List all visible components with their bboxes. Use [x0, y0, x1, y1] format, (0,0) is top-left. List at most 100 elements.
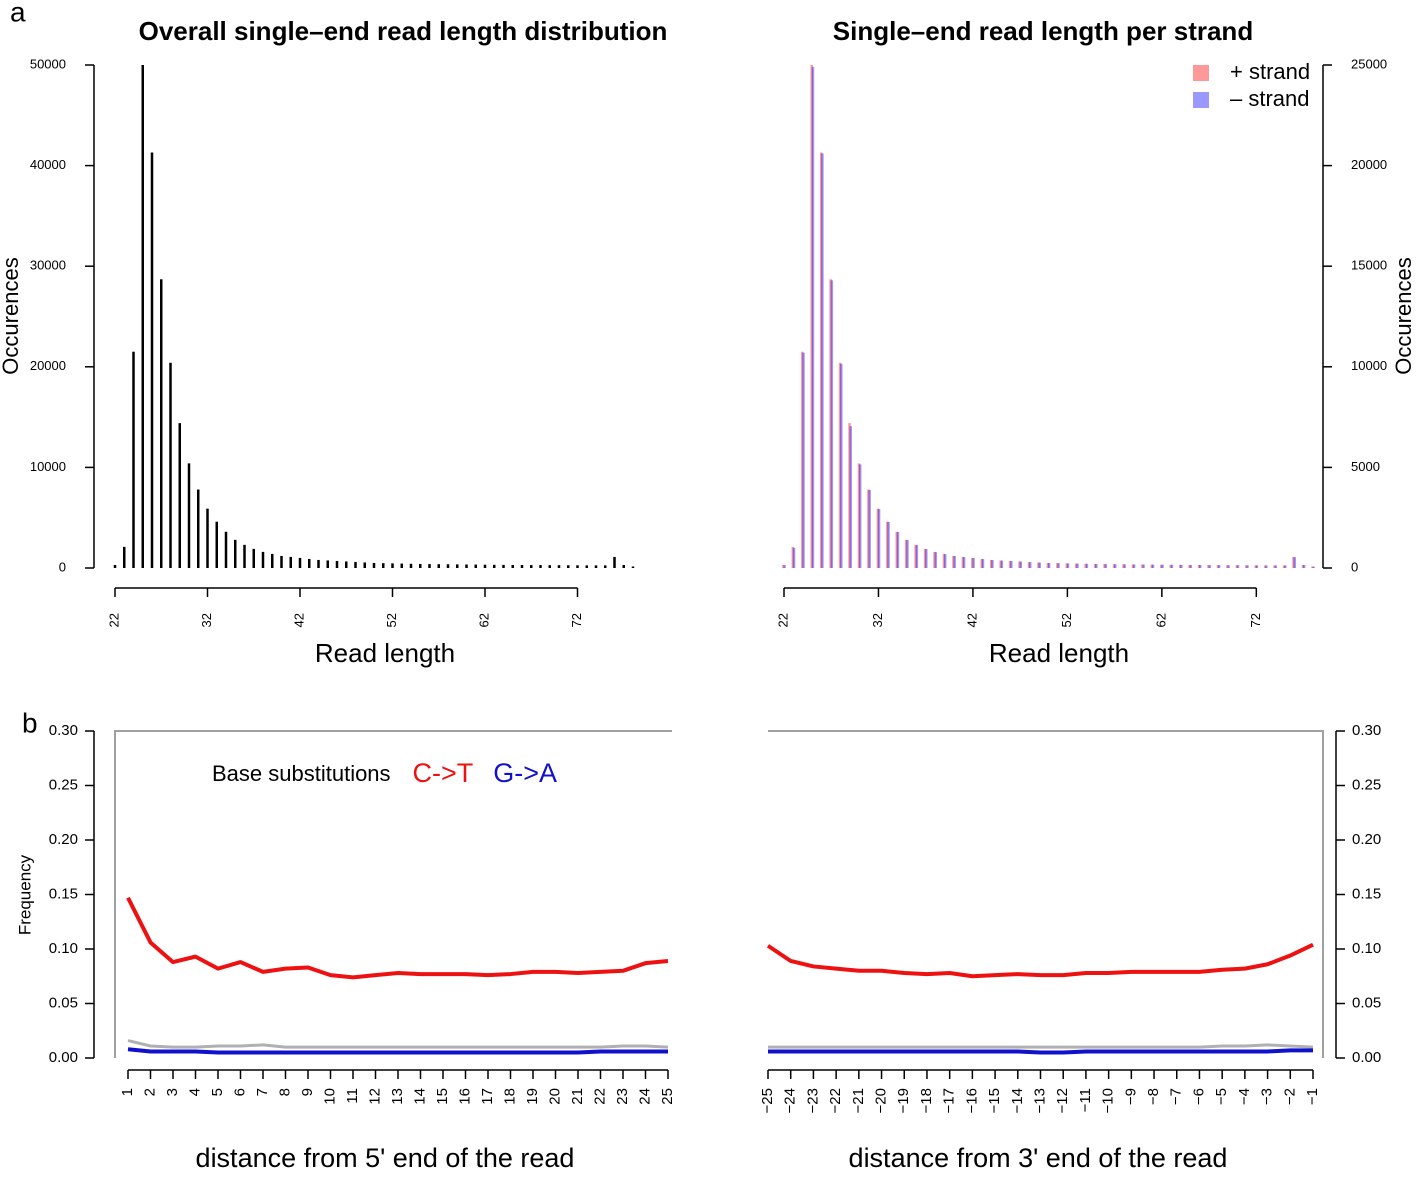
bar: [1246, 565, 1249, 568]
bar: [829, 279, 832, 568]
bar: [802, 352, 805, 568]
bar: [539, 565, 542, 568]
x-tick-label: 20: [546, 1088, 563, 1105]
bar: [197, 489, 200, 568]
bar: [1302, 565, 1306, 568]
bar: [1076, 563, 1079, 568]
bar: [1170, 564, 1174, 568]
bar: [206, 508, 209, 568]
legend-swatch: [1193, 92, 1209, 108]
bar: [895, 531, 899, 568]
y-tick-label: 0.10: [49, 940, 78, 957]
bar: [1112, 564, 1116, 568]
bar: [925, 549, 928, 568]
bar: [1046, 562, 1050, 568]
y-tick-label: 0.20: [1352, 831, 1381, 848]
x-tick-label: 16: [456, 1088, 473, 1105]
bar: [271, 553, 274, 568]
bar: [896, 531, 900, 568]
bar: [1197, 564, 1201, 568]
bar: [1245, 565, 1248, 568]
line: [768, 1048, 1313, 1055]
bar: [849, 426, 852, 568]
y-tick-label: 0.15: [1352, 885, 1381, 902]
bar: [1312, 566, 1315, 568]
bar: [437, 564, 440, 568]
bar: [1010, 561, 1013, 568]
y-axis-label: Frequency: [15, 854, 34, 935]
bar: [187, 463, 191, 568]
x-tick-label: 32: [870, 613, 885, 627]
bar: [1293, 557, 1296, 568]
bar: [372, 562, 376, 568]
bar: [317, 559, 320, 568]
bar: [335, 560, 339, 568]
bar: [354, 561, 357, 568]
bar: [1263, 565, 1267, 568]
x-tick-label: 15: [434, 1088, 451, 1105]
bar: [178, 423, 181, 568]
bar: [991, 560, 994, 568]
bar: [1019, 561, 1023, 568]
bar: [234, 539, 237, 568]
bar: [502, 564, 505, 568]
bar: [1150, 564, 1154, 568]
bar: [1093, 563, 1097, 568]
y-axis-label: Occurences: [1391, 257, 1416, 374]
bar: [132, 351, 135, 568]
bar: [483, 564, 487, 568]
legend-label: G->A: [493, 758, 557, 788]
bar: [326, 560, 329, 568]
bar: [243, 544, 246, 568]
bar: [391, 563, 394, 568]
y-tick-label: 40000: [30, 157, 66, 172]
bar: [1207, 565, 1210, 568]
bar: [160, 279, 163, 568]
bar: [972, 558, 975, 568]
x-tick-label: −20: [873, 1088, 890, 1113]
bar: [1292, 556, 1295, 568]
y-tick-label: 0: [59, 559, 66, 574]
bar: [838, 362, 842, 568]
bar: [961, 556, 965, 568]
bar: [511, 564, 514, 568]
x-axis-label: distance from 3' end of the read: [849, 1143, 1228, 1173]
y-tick-label: 10000: [1351, 358, 1387, 373]
line: [766, 942, 1314, 979]
bar: [887, 521, 890, 568]
bar: [1018, 561, 1021, 568]
x-tick-label: −23: [804, 1088, 821, 1113]
x-tick-label: 9: [299, 1088, 316, 1096]
y-tick-label: 0.25: [1352, 776, 1381, 793]
bar: [1141, 564, 1144, 568]
x-tick-label: 4: [186, 1088, 203, 1096]
x-tick-label: −22: [827, 1088, 844, 1113]
bar: [409, 563, 413, 568]
bar: [801, 351, 804, 568]
x-tick-label: −17: [941, 1088, 958, 1113]
y-tick-label: 10000: [30, 459, 66, 474]
y-tick-label: 20000: [30, 358, 66, 373]
bar: [953, 556, 956, 568]
bar: [604, 565, 607, 568]
bar: [1311, 566, 1314, 568]
bar: [419, 563, 422, 568]
x-tick-label: 11: [344, 1088, 361, 1104]
bar: [1085, 563, 1089, 568]
bar: [1095, 564, 1098, 568]
x-tick-label: −14: [1009, 1088, 1026, 1113]
bar: [981, 559, 985, 568]
x-tick-label: 24: [636, 1088, 653, 1105]
bar: [345, 561, 348, 568]
bar: [1066, 563, 1070, 568]
y-tick-label: 0.00: [49, 1049, 78, 1066]
bar: [548, 565, 551, 568]
y-tick-label: 0.05: [1352, 994, 1381, 1011]
bar: [876, 508, 880, 568]
bar: [1151, 564, 1155, 568]
bar: [923, 548, 927, 568]
y-tick-label: 5000: [1351, 459, 1380, 474]
x-tick-label: −10: [1100, 1088, 1117, 1113]
bar: [942, 553, 946, 568]
bar: [886, 521, 889, 568]
